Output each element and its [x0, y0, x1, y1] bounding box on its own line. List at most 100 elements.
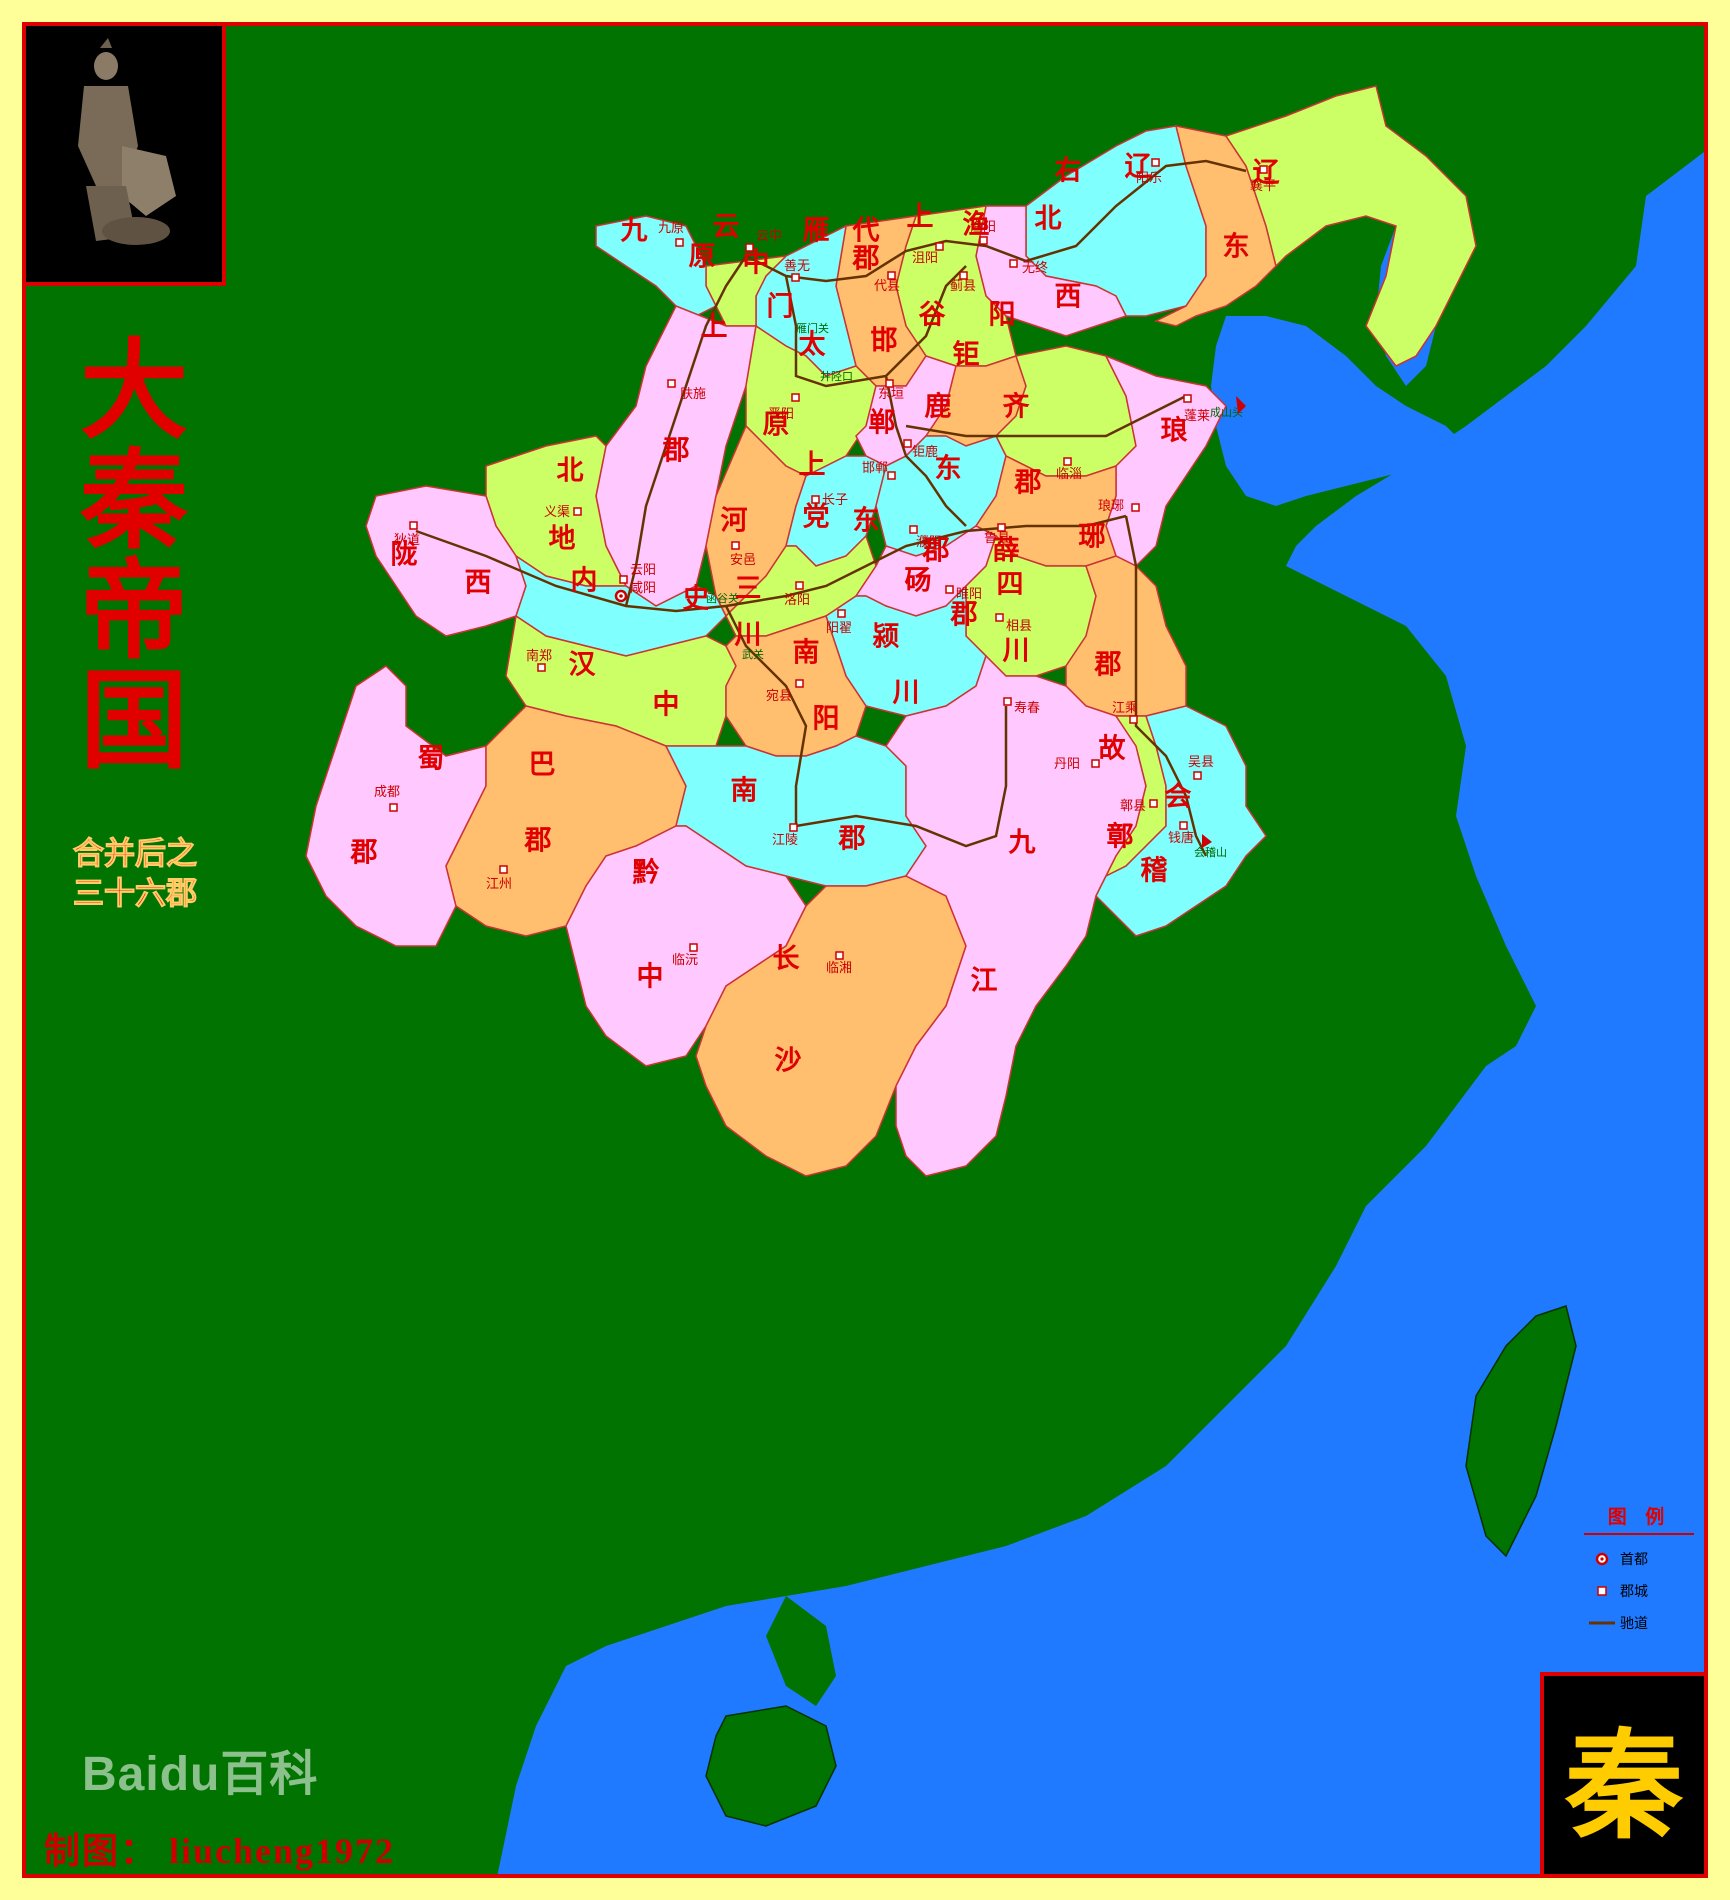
city-yangle: 阳乐: [1136, 171, 1162, 186]
city-marker-handan: [887, 471, 896, 480]
city-linzi: 临淄: [1056, 467, 1082, 482]
qin-seal: 秦: [1540, 1672, 1704, 1874]
city-marker-wanxian: [795, 679, 804, 688]
label-bei-di-1: 北: [557, 456, 584, 487]
city-langya: 琅琊: [1098, 499, 1124, 514]
label-ju: 钜: [953, 340, 980, 371]
city-marker-dongyuan: [885, 379, 894, 388]
label-shang-gu-1: 上: [907, 202, 934, 233]
city-jiangling: 江陵: [772, 833, 798, 848]
label-gu: 故: [1099, 734, 1126, 765]
city-juyang: 沮阳: [912, 251, 938, 266]
map-title: 大 秦 帝 国: [54, 336, 214, 776]
label-dan: 郸: [869, 408, 896, 439]
title-char-3: 帝: [79, 548, 188, 674]
label-ba-jun: 郡: [524, 826, 552, 857]
label-bei: 北: [1035, 204, 1062, 235]
city-danyang: 丹阳: [1054, 757, 1080, 772]
city-yuyang: 渔阳: [970, 220, 996, 235]
city-jixian: 蓟县: [950, 279, 976, 294]
prefecture-icon: [1584, 1584, 1620, 1598]
city-linyuan: 临沅: [672, 953, 698, 968]
city-marker-jiangcheng: [1129, 715, 1138, 724]
title-char-1: 大: [79, 328, 188, 454]
city-marker-puyang: [909, 525, 918, 534]
label-tai: 太: [799, 330, 827, 361]
pass-kuaijishan: 会稽山: [1194, 845, 1227, 859]
leizhou-peninsula: [766, 1596, 836, 1706]
city-marker-linxiang: [835, 951, 844, 960]
city-marker-suiyang: [945, 585, 954, 594]
city-jinyang: 晋阳: [768, 407, 794, 422]
hainan-island: [705, 1705, 837, 1827]
label-han: 邯: [871, 326, 898, 357]
label-dang-jun: 郡: [950, 600, 978, 631]
city-yiqu: 义渠: [544, 505, 570, 520]
city-yangdi: 阳翟: [826, 621, 852, 636]
label-jiang: 江: [971, 966, 998, 997]
city-jiuyuan: 九原: [658, 221, 684, 236]
road-south: [724, 605, 808, 826]
label-zhang: 鄣: [1107, 821, 1134, 853]
legend-title: 图 例: [1584, 1502, 1694, 1535]
city-marker-linyuan: [689, 943, 698, 952]
imperial-roads: [415, 159, 1247, 857]
map-credit: 制图： liucheng1972: [44, 1831, 396, 1871]
label-han-zhong-1: 汉: [569, 650, 597, 681]
city-qiantang: 钱唐: [1168, 830, 1194, 846]
city-dongyuan: 东垣: [878, 387, 904, 402]
terracotta-warrior-icon: [26, 26, 222, 282]
label-you: 右: [1055, 156, 1082, 187]
city-marker-juyang: [935, 242, 944, 251]
label-yu-yang-2: 阳: [989, 300, 1016, 331]
label-jiu-jiang-1: 九: [1009, 828, 1036, 859]
city-xianyang: 咸阳: [630, 581, 656, 596]
city-zhangxian: 鄣县: [1120, 798, 1146, 814]
label-shang-jun: 郡: [662, 436, 690, 467]
city-changzi: 长子: [822, 493, 848, 508]
label-qian-zhong: 中: [637, 962, 664, 993]
title-char-2: 秦: [79, 438, 188, 564]
city-xiangxian: 相县: [1006, 619, 1032, 634]
road-icon: [1584, 1618, 1620, 1628]
legend-label: 首都: [1620, 1552, 1648, 1568]
label-dang-2: 砀: [905, 566, 932, 597]
title-char-4: 国: [79, 658, 188, 784]
label-yan: 雁: [803, 216, 830, 247]
city-marker-jixian: [959, 271, 968, 280]
city-marker-xiangxian: [995, 613, 1004, 622]
city-handan: 邯郸: [862, 461, 888, 476]
city-marker-yuyang: [979, 236, 988, 245]
label-shi: 史: [683, 584, 710, 615]
city-marker-langya: [1131, 503, 1140, 512]
label-bei-di-2: 地: [549, 524, 576, 555]
city-marker-xiangping: [1259, 165, 1268, 174]
city-marker-luoyang: [795, 581, 804, 590]
label-qi-jun: 郡: [1014, 468, 1042, 499]
city-linxiang: 临湘: [826, 961, 852, 976]
baidu-watermark: Baidu百科: [82, 1748, 319, 1801]
pass-yanmen: 雁门关: [796, 321, 829, 335]
city-wuzhong: 无终: [1022, 260, 1048, 276]
city-marker-chengdu: [389, 803, 398, 812]
label-dong: 东: [935, 453, 962, 485]
legend-label: 驰道: [1620, 1616, 1648, 1632]
city-puyang: 濮阳: [916, 535, 942, 550]
label-sha: 沙: [775, 1046, 802, 1077]
label-san: 三: [735, 574, 762, 605]
region-jiu-jiang: [885, 654, 1147, 1177]
city-marker-yangle: [1151, 158, 1160, 167]
city-labels: 阳乐 襄平 无终 渔阳 蓟县 沮阳 代县 善无 云中 九原 肤施 晋阳 东垣 钜…: [374, 171, 1276, 976]
city-marker-didao: [409, 521, 418, 530]
city-yunzhong: 云中: [756, 229, 782, 244]
city-yunyang: 云阳: [630, 563, 656, 578]
city-suiyang: 睢阳: [956, 587, 982, 602]
city-marker-danyang: [1091, 759, 1100, 768]
city-wanxian: 宛县: [766, 689, 792, 704]
subtitle-line-2: 三十六郡: [73, 876, 198, 913]
legend-item-road: 驰道: [1584, 1607, 1694, 1639]
city-marker-luxian: [997, 523, 1006, 532]
label-yu: 渔: [963, 210, 990, 241]
label-men: 门: [767, 292, 794, 323]
label-si-chuan: 川: [1003, 636, 1030, 667]
